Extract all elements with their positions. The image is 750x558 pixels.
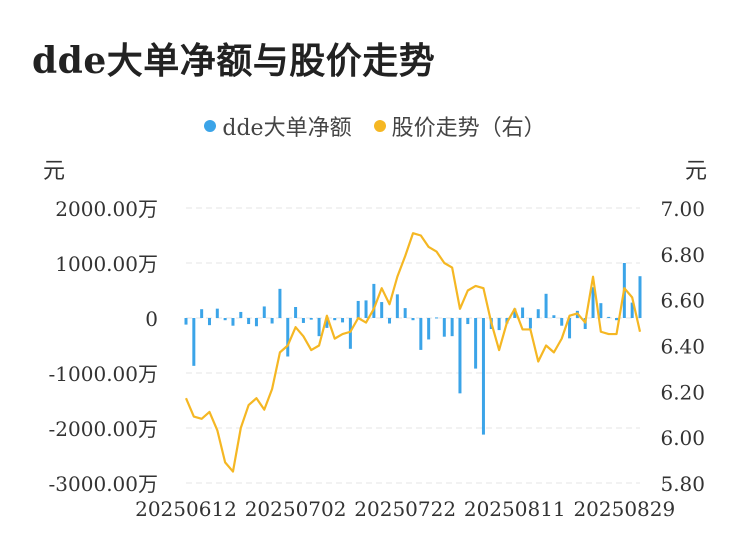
dde-bar — [591, 287, 595, 318]
left-tick-label: 1000.00万 — [55, 252, 158, 276]
dde-bar — [528, 318, 532, 329]
dde-bar — [568, 318, 572, 339]
dde-bar — [552, 315, 556, 318]
dde-bar — [301, 318, 305, 323]
dde-bar — [427, 318, 431, 340]
dde-bar — [474, 318, 478, 369]
right-tick-label: 6.60 — [660, 289, 705, 313]
dde-bar — [442, 318, 446, 337]
dde-bar — [607, 316, 611, 318]
left-tick-label: 2000.00万 — [55, 197, 158, 221]
left-tick-label: -1000.00万 — [49, 362, 158, 386]
right-axis: 5.80 6.00 6.20 6.40 6.60 6.80 7.00 — [660, 197, 705, 496]
dde-bar — [434, 317, 438, 319]
x-tick-label: 20250702 — [245, 497, 347, 521]
dde-bar — [348, 318, 352, 349]
dde-bar — [497, 318, 501, 331]
dde-bar — [262, 306, 266, 318]
dde-bar — [364, 300, 368, 318]
x-axis: 20250612 20250702 20250722 20250811 20250829 — [135, 497, 675, 521]
right-tick-label: 6.40 — [660, 335, 705, 359]
dde-bar — [630, 302, 634, 318]
dde-bar — [372, 283, 376, 318]
price-line — [184, 232, 642, 473]
dde-bar — [466, 318, 470, 325]
left-axis-unit: 元 — [43, 159, 65, 184]
right-tick-label: 7.00 — [660, 197, 705, 221]
dde-bars — [184, 263, 642, 435]
grid-layer — [186, 207, 640, 484]
dde-bar — [419, 318, 423, 350]
dde-bar — [192, 318, 196, 366]
legend-swatch-line — [373, 120, 386, 132]
dde-bar — [450, 318, 454, 337]
dde-bar — [403, 308, 407, 318]
dde-bar — [286, 318, 290, 357]
dde-bar — [521, 307, 525, 318]
dde-bar — [560, 318, 564, 326]
dde-bar — [325, 318, 329, 328]
legend: dde大单净额 股价走势（右） — [0, 110, 750, 142]
right-tick-label: 6.20 — [660, 380, 705, 404]
dde-bar — [536, 309, 540, 318]
right-axis-unit: 元 — [685, 159, 707, 184]
right-tick-label: 6.80 — [660, 243, 705, 267]
dde-bar — [309, 318, 313, 320]
dde-bar — [278, 288, 282, 318]
x-tick-label: 20250722 — [354, 497, 456, 521]
x-tick-label: 20250612 — [135, 497, 237, 521]
dde-bar — [317, 318, 321, 337]
dde-bar — [239, 311, 243, 318]
dde-bar — [615, 318, 619, 321]
dde-bar — [184, 318, 188, 325]
dde-bar — [294, 307, 298, 318]
dde-bar — [207, 318, 211, 326]
dde-bar — [380, 302, 384, 318]
left-tick-label: -2000.00万 — [49, 417, 158, 441]
dde-bar — [223, 318, 227, 321]
right-tick-label: 5.80 — [660, 472, 705, 496]
dde-bar — [481, 318, 485, 435]
right-tick-label: 6.00 — [660, 426, 705, 450]
dde-bar — [254, 318, 258, 327]
dde-bar — [638, 276, 642, 318]
dde-bar — [411, 318, 415, 321]
chart-title: dde大单净额与股价走势 — [32, 40, 436, 82]
legend-swatch-bar — [204, 120, 217, 132]
price-line-layer — [184, 232, 642, 473]
dde-bar — [270, 318, 274, 324]
dde-bar — [513, 308, 517, 318]
left-tick-label: -3000.00万 — [49, 472, 158, 496]
dde-bar — [356, 300, 360, 318]
dde-bar — [599, 303, 603, 318]
left-axis: -3000.00万 -2000.00万 -1000.00万 0 1000.00万 2000… — [49, 197, 158, 496]
dde-bar — [200, 309, 204, 318]
x-tick-label: 20250829 — [573, 497, 675, 521]
legend-item-dde[interactable]: dde大单净额 — [204, 110, 352, 142]
dde-bar — [247, 318, 251, 325]
dde-bar — [395, 294, 399, 318]
dde-bar — [333, 318, 337, 321]
dde-bar — [341, 318, 345, 323]
left-tick-label: 0 — [145, 307, 158, 331]
dde-bar — [388, 318, 392, 324]
dde-bar — [544, 293, 548, 318]
legend-label-price: 股价走势（右） — [391, 116, 546, 141]
dde-bar — [215, 308, 219, 318]
legend-label-dde: dde大单净额 — [222, 116, 352, 141]
dde-bar — [231, 318, 235, 326]
legend-item-price[interactable]: 股价走势（右） — [373, 110, 546, 142]
dde-bar — [458, 318, 462, 394]
x-tick-label: 20250811 — [464, 497, 566, 521]
